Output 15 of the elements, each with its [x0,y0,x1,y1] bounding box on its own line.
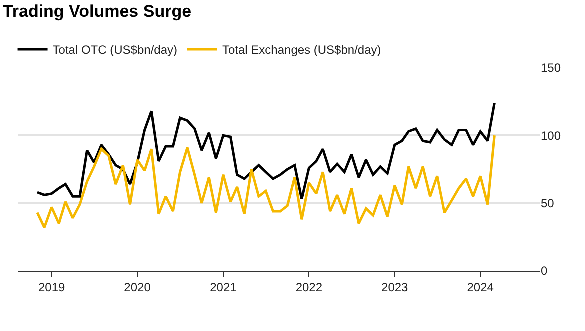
line-series [36,102,496,201]
legend-label: Total OTC (US$bn/day) [52,43,178,58]
line-series [36,134,496,229]
y-tick-label: 0 [541,264,548,278]
x-tick-label: 2023 [382,280,409,294]
y-tick-label: 150 [541,61,562,76]
x-tick-label: 2021 [210,280,238,294]
legend-label: Total Exchanges (US$bn/day) [222,43,382,58]
chart-title: Trading Volumes Surge [2,2,192,21]
y-tick-label: 100 [541,128,562,143]
y-tick-label: 50 [541,196,555,211]
x-tick-label: 2022 [296,280,323,294]
x-tick-label: 2019 [38,280,66,294]
x-tick-label: 2024 [467,280,494,294]
x-tick-label: 2020 [124,280,152,294]
